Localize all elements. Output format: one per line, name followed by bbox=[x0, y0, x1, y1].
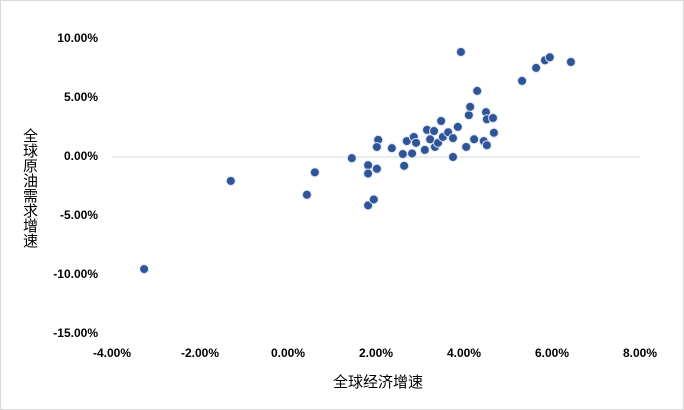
point bbox=[488, 113, 499, 124]
y-tick-label: 0.00% bbox=[64, 149, 98, 163]
point bbox=[407, 148, 418, 159]
point bbox=[488, 127, 499, 138]
x-tick-label: 6.00% bbox=[535, 346, 569, 360]
point bbox=[463, 110, 474, 121]
point bbox=[346, 153, 357, 164]
point bbox=[309, 167, 320, 178]
point bbox=[363, 200, 374, 211]
point bbox=[531, 62, 542, 73]
point bbox=[301, 189, 312, 200]
point bbox=[225, 175, 236, 186]
point bbox=[565, 57, 576, 68]
x-axis-title: 全球经济增速 bbox=[333, 373, 423, 391]
y-tick-label: -15.00% bbox=[53, 326, 98, 340]
x-tick-label: 2.00% bbox=[359, 346, 393, 360]
point bbox=[481, 140, 492, 151]
x-tick-label: 8.00% bbox=[623, 346, 657, 360]
x-tick-label: -2.00% bbox=[181, 346, 219, 360]
point bbox=[429, 126, 440, 137]
y-tick-label: 10.00% bbox=[57, 31, 98, 45]
point bbox=[397, 149, 408, 160]
x-tick-label: 0.00% bbox=[271, 346, 305, 360]
point bbox=[371, 141, 382, 152]
point bbox=[448, 152, 458, 162]
x-tick-label: 4.00% bbox=[447, 346, 481, 360]
point bbox=[363, 160, 374, 171]
point bbox=[139, 264, 150, 275]
point bbox=[419, 144, 430, 155]
point bbox=[368, 194, 379, 205]
point bbox=[436, 116, 447, 127]
point bbox=[399, 160, 410, 171]
point bbox=[452, 121, 463, 132]
point bbox=[517, 75, 528, 86]
x-tick-label: -4.00% bbox=[93, 346, 131, 360]
point bbox=[371, 163, 382, 174]
point bbox=[472, 85, 483, 96]
y-axis-title: 全球原油需求增速 bbox=[21, 127, 39, 249]
point bbox=[448, 133, 458, 144]
y-tick-label: 5.00% bbox=[64, 90, 98, 104]
point bbox=[544, 52, 555, 63]
point bbox=[461, 141, 472, 152]
point bbox=[469, 134, 480, 145]
point bbox=[363, 168, 374, 179]
point bbox=[386, 143, 397, 154]
point bbox=[455, 46, 466, 57]
point bbox=[411, 137, 422, 148]
y-tick-label: -5.00% bbox=[60, 208, 98, 222]
y-tick-label: -10.00% bbox=[53, 267, 98, 281]
point bbox=[465, 101, 476, 112]
